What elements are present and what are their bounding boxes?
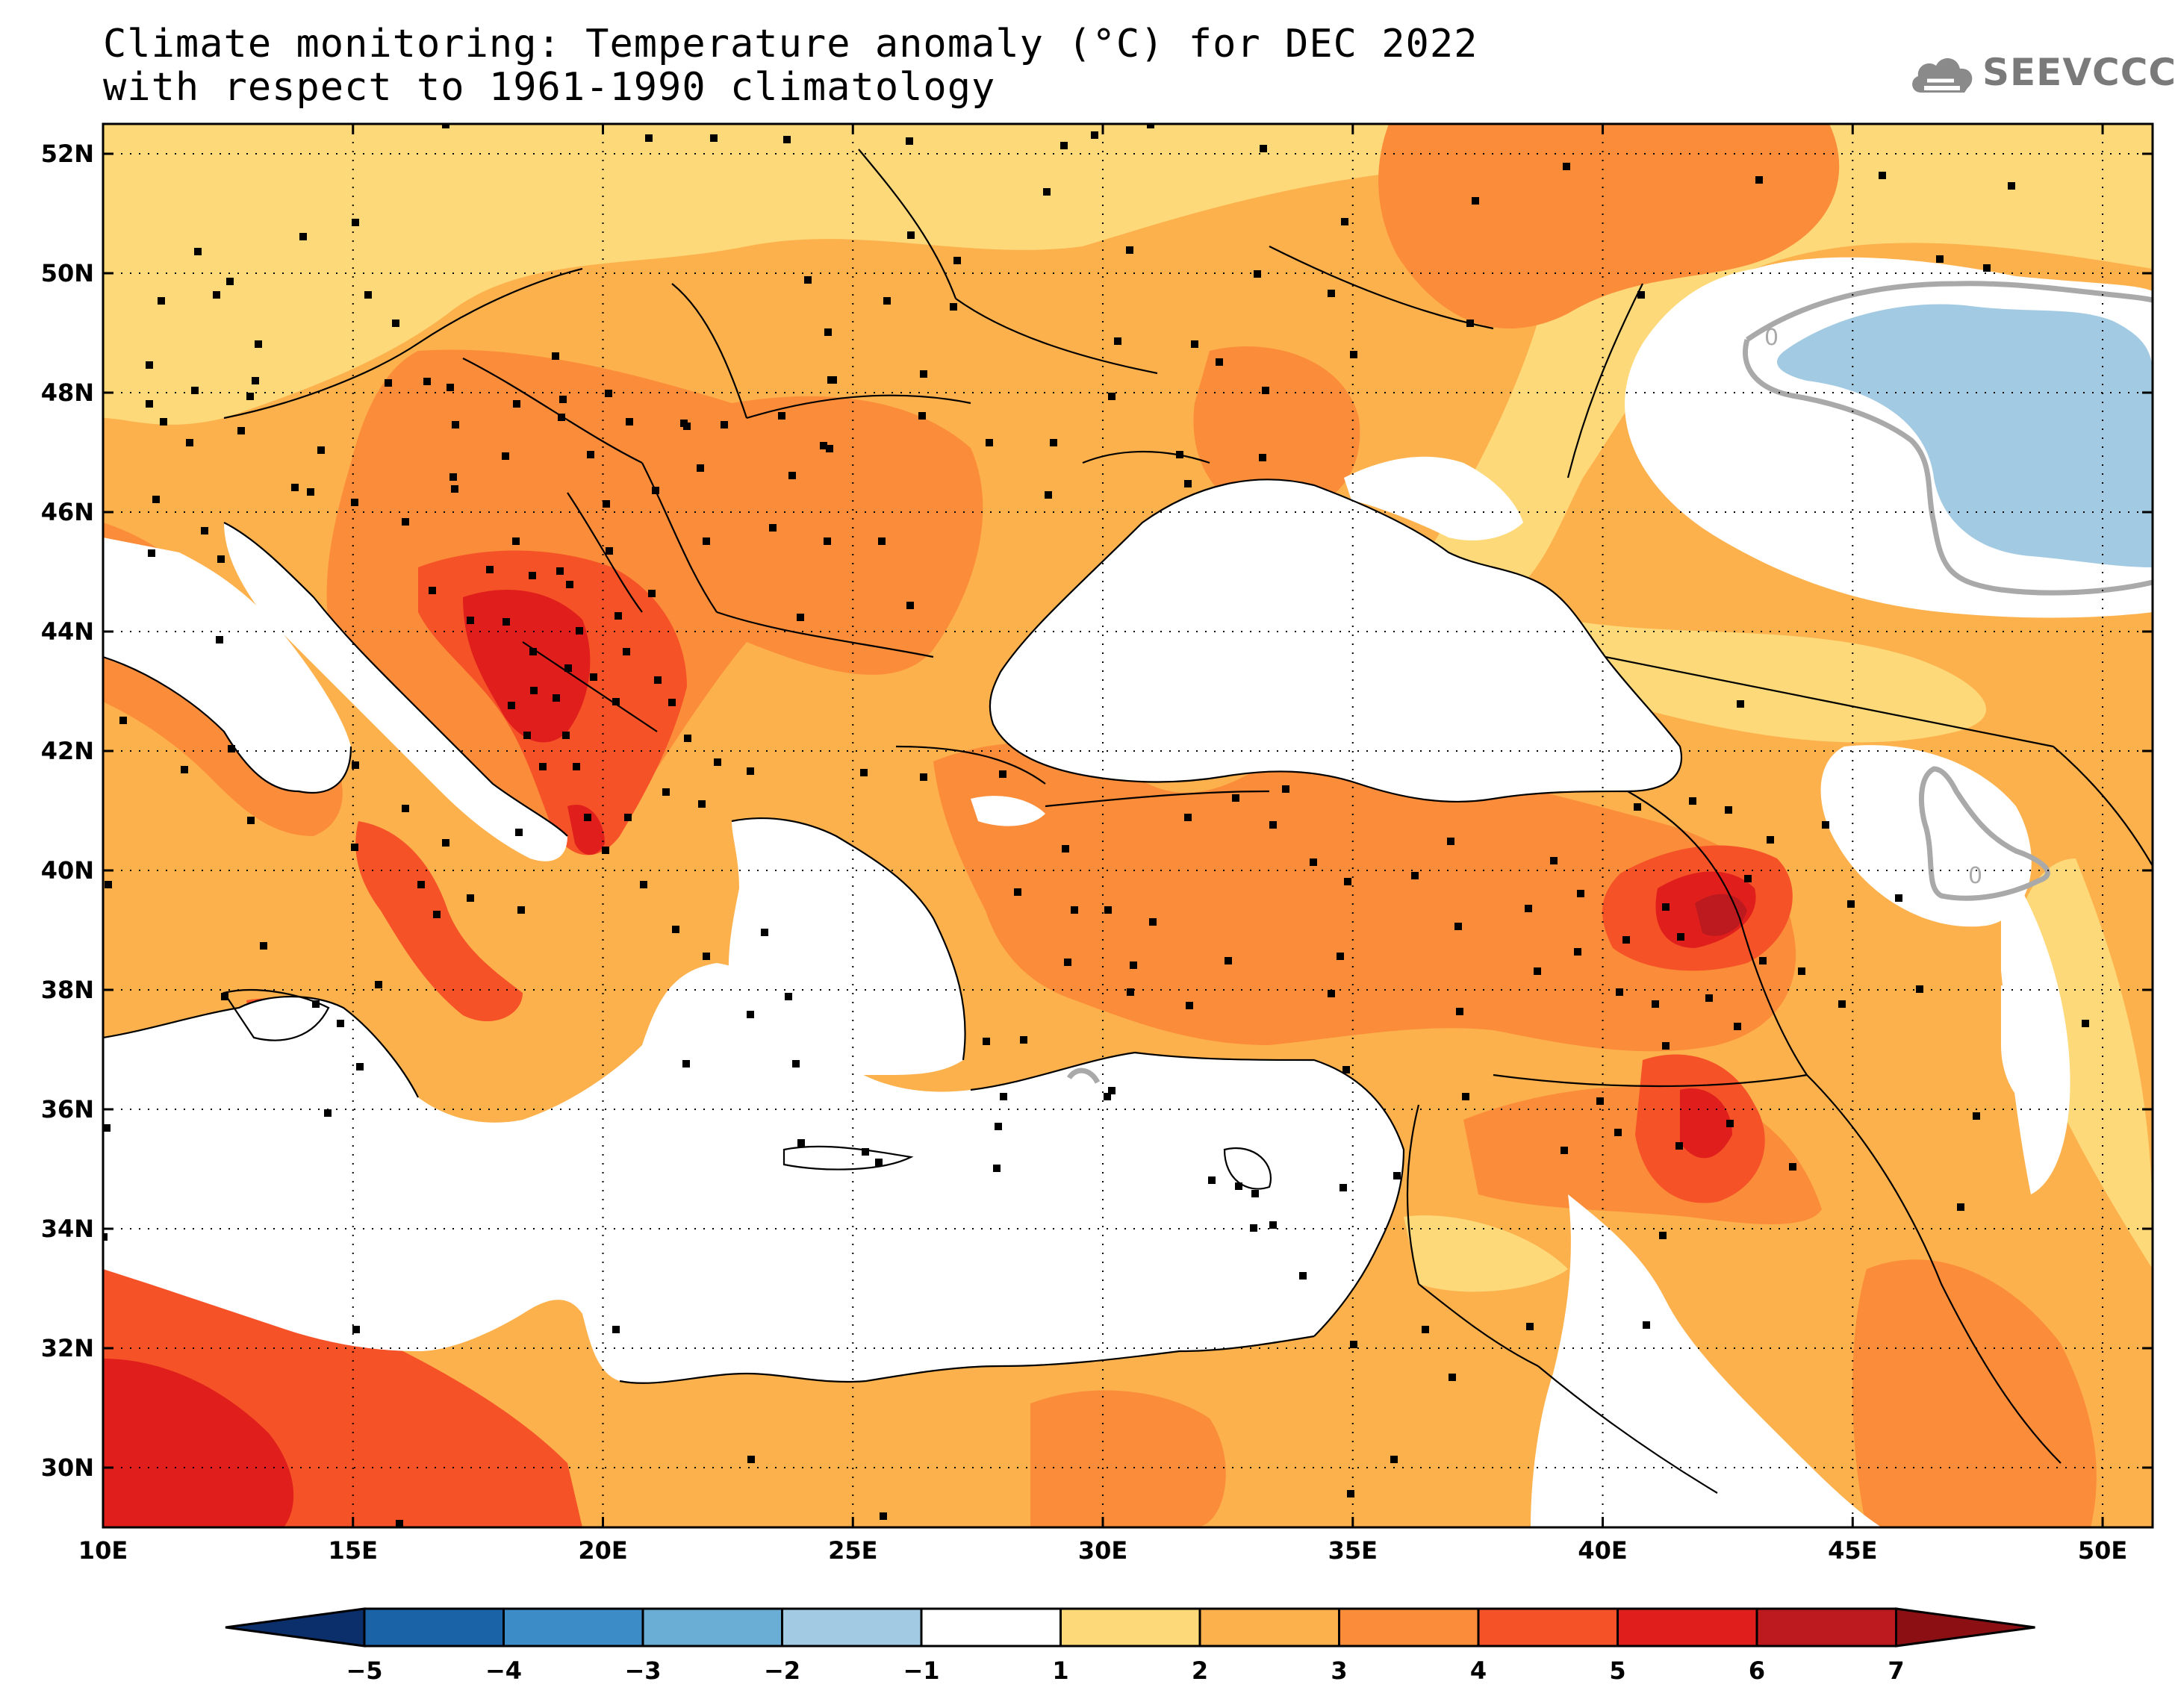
seevccc-logo: SEEVCCC — [1908, 43, 2175, 107]
lat-axis-ticks: 52N 50N 48N 46N 44N 42N 40N 38N 36N 34N 32N 30N — [41, 140, 2153, 1482]
lon-tick-label: 40E — [1578, 1536, 1627, 1565]
contour-label-2: 0 — [1968, 863, 1982, 889]
colorbar-tick-label: −1 — [903, 1656, 939, 1685]
colorbar-tick-label: 3 — [1331, 1656, 1347, 1685]
colorbar-segment — [641, 1607, 783, 1648]
lat-tick-label: 32N — [41, 1334, 94, 1362]
lat-tick-label: 34N — [41, 1215, 94, 1243]
colorbar-segment — [1755, 1607, 1897, 1648]
colorbar-segment — [781, 1607, 923, 1648]
colorbar-segment — [920, 1607, 1062, 1648]
colorbar-tick-label: 2 — [1192, 1656, 1208, 1685]
lon-tick-label: 25E — [828, 1536, 877, 1565]
anomaly-field — [103, 124, 2153, 1527]
lat-tick-label: 46N — [41, 498, 94, 526]
colorbar-tick-label: 6 — [1749, 1656, 1765, 1685]
colorbar-upper-extension — [1895, 1607, 2035, 1648]
colorbar-segment — [1477, 1607, 1619, 1648]
contour-label-1: 0 — [1764, 325, 1779, 351]
lat-tick-label: 40N — [41, 856, 94, 885]
colorbar-tick-label: −3 — [624, 1656, 661, 1685]
colorbar-tick-label: 5 — [1609, 1656, 1625, 1685]
colorbar-segment — [1060, 1607, 1201, 1648]
colorbar-tick-label: −5 — [346, 1656, 382, 1685]
lat-tick-label: 36N — [41, 1095, 94, 1123]
lon-tick-label: 35E — [1328, 1536, 1378, 1565]
lat-tick-label: 42N — [41, 737, 94, 765]
lon-tick-label: 20E — [578, 1536, 627, 1565]
station-markers — [103, 124, 2089, 1527]
colorbar-tick-label: −4 — [485, 1656, 522, 1685]
colorbar-tick-label: 1 — [1052, 1656, 1068, 1685]
graticule — [103, 124, 2153, 1527]
cloud-icon — [1912, 57, 1973, 93]
lon-axis-ticks: 10E 15E 20E 25E 30E 35E 40E 45E 50E — [78, 124, 2127, 1565]
colorbar-tick-label: −2 — [764, 1656, 800, 1685]
colorbar: −5 −4 −3 −2 −1 1 2 3 4 5 6 7 — [225, 1607, 2035, 1685]
coastlines — [103, 149, 2153, 1494]
colorbar-segment — [502, 1607, 644, 1648]
lon-tick-label: 15E — [329, 1536, 378, 1565]
colorbar-segment — [1198, 1607, 1340, 1648]
title-line-2: with respect to 1961-1990 climatology — [103, 65, 996, 110]
lat-tick-label: 52N — [41, 140, 94, 168]
colorbar-segment — [1617, 1607, 1758, 1648]
colorbar-segment — [1338, 1607, 1480, 1648]
lat-tick-label: 30N — [41, 1453, 94, 1482]
lat-tick-label: 48N — [41, 378, 94, 407]
colorbar-tick-label: 7 — [1888, 1656, 1904, 1685]
lon-tick-label: 30E — [1078, 1536, 1127, 1565]
colorbar-segment — [363, 1607, 505, 1648]
lon-tick-label: 10E — [78, 1536, 128, 1565]
colorbar-tick-label: 4 — [1470, 1656, 1487, 1685]
colorbar-lower-extension — [225, 1607, 366, 1648]
logo-text: SEEVCCC — [1982, 51, 2175, 94]
lon-tick-label: 45E — [1828, 1536, 1877, 1565]
title-line-1: Climate monitoring: Temperature anomaly … — [103, 22, 1478, 66]
lat-tick-label: 44N — [41, 617, 94, 646]
lon-tick-label: 50E — [2078, 1536, 2127, 1565]
lat-tick-label: 50N — [41, 259, 94, 287]
map-title: Climate monitoring: Temperature anomaly … — [103, 22, 1478, 109]
plot-frame — [102, 122, 2154, 1529]
zero-contour — [1066, 281, 2153, 1084]
lat-tick-label: 38N — [41, 976, 94, 1004]
